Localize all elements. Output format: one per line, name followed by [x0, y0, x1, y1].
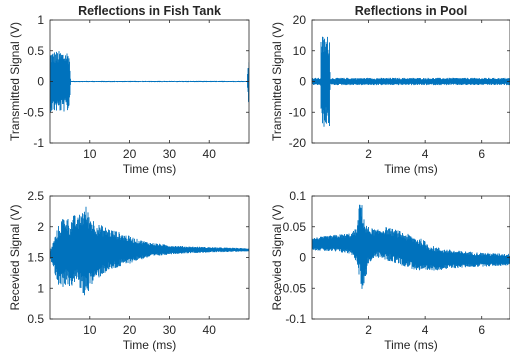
y-tick-label: 0.5 [27, 312, 44, 326]
y-tick-label: -1 [33, 136, 44, 150]
x-tick-label: 6 [478, 323, 485, 337]
x-tick-label: 2 [365, 323, 372, 337]
y-tick-label: 0.1 [289, 189, 306, 203]
y-tick-label: 2.5 [27, 189, 44, 203]
x-axis-label: Time (ms) [123, 338, 177, 352]
y-tick-label: 0 [299, 75, 306, 89]
y-tick-label: -0.05 [279, 281, 307, 295]
x-tick-label: 4 [422, 147, 429, 161]
x-tick-label: 4 [422, 323, 429, 337]
series-line [312, 36, 510, 127]
y-tick-label: -0.5 [23, 105, 44, 119]
y-tick-label: 1 [37, 281, 44, 295]
y-axis-label: Transmitted Signal (V) [270, 22, 284, 141]
series-group [312, 204, 510, 289]
y-tick-label: -0.1 [285, 312, 306, 326]
x-tick-label: 10 [83, 147, 97, 161]
x-tick-label: 40 [203, 323, 217, 337]
x-tick-label: 6 [478, 147, 485, 161]
chart-title: Reflections in Pool [355, 4, 468, 18]
series-line [50, 51, 249, 113]
y-tick-label: 1 [37, 13, 44, 27]
x-tick-label: 30 [163, 323, 177, 337]
x-tick-label: 10 [83, 323, 97, 337]
series-line [312, 204, 510, 289]
x-axis-label: Time (ms) [384, 338, 438, 352]
x-tick-label: 40 [203, 147, 217, 161]
y-tick-label: 20 [293, 13, 307, 27]
y-axis-label: Transmitted Signal (V) [8, 22, 22, 141]
y-axis-label: Recevied Signal (V) [270, 204, 284, 310]
y-tick-label: 0.05 [283, 220, 307, 234]
x-axis-label: Time (ms) [384, 162, 438, 176]
chart-tank-rx: 10 20 30 40 0.5 1 1.5 2 2.5 Time (ms) Recevied Sig… [8, 189, 250, 352]
x-axis-label: Time (ms) [123, 162, 177, 176]
chart-title: Reflections in Fish Tank [78, 4, 221, 18]
x-tick-label: 20 [123, 323, 137, 337]
y-tick-label: 0 [299, 251, 306, 265]
y-tick-label: 10 [293, 44, 307, 58]
series-group [50, 51, 249, 113]
y-tick-label: 2 [37, 220, 44, 234]
chart-pool-tx: 2 4 6 -20 -10 0 10 20 Reflections in Pool Time (m… [270, 4, 510, 176]
series-line [50, 206, 249, 296]
series-group [50, 206, 249, 296]
chart-tank-tx: 10 20 30 40 -1 -0.5 0 0.5 1 Reflections in Fish T… [8, 4, 250, 176]
y-tick-label: -20 [289, 136, 307, 150]
x-tick-label: 30 [163, 147, 177, 161]
series-group [312, 36, 510, 127]
x-tick-label: 2 [365, 147, 372, 161]
y-tick-label: 1.5 [27, 251, 44, 265]
y-tick-label: 0.5 [27, 44, 44, 58]
y-tick-label: 0 [37, 75, 44, 89]
y-tick-label: -10 [289, 105, 307, 119]
x-tick-label: 20 [123, 147, 137, 161]
chart-pool-rx: 2 4 6 -0.1 -0.05 0 0.05 0.1 Time (ms) Recevied Si… [270, 189, 510, 352]
y-axis-label: Recevied Signal (V) [8, 204, 22, 310]
